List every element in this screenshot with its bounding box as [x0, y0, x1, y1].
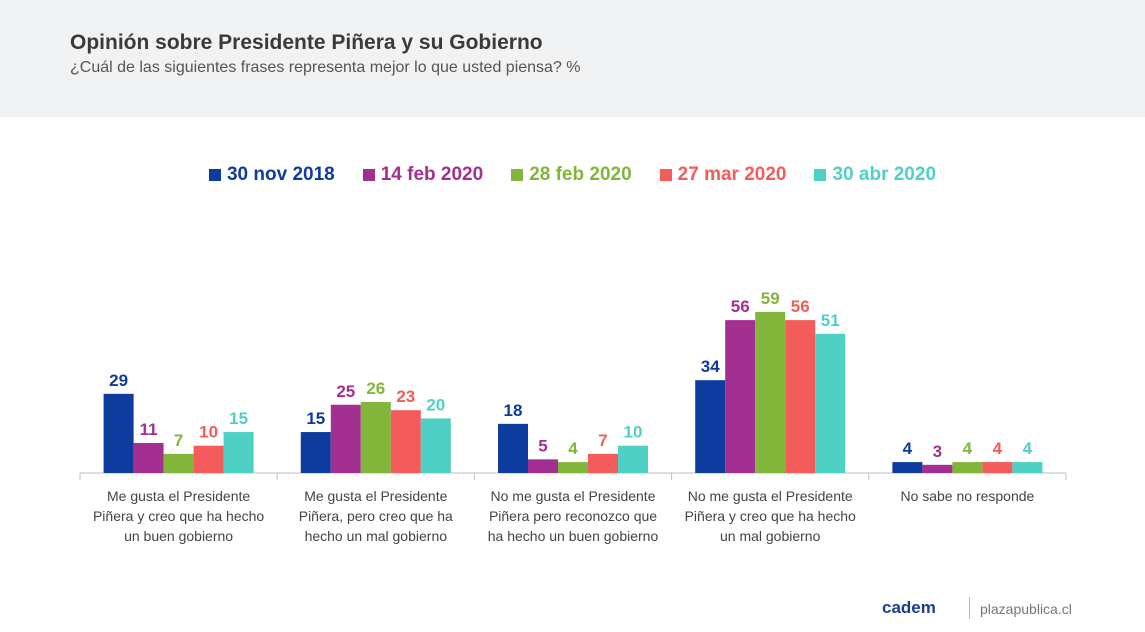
- bar: [558, 462, 588, 473]
- data-label: 15: [306, 409, 325, 428]
- legend-swatch: [511, 169, 524, 181]
- bar: [103, 393, 134, 473]
- footer-site-text: plazapublica.cl: [980, 601, 1072, 617]
- legend-item: 28 feb 2020: [511, 164, 632, 186]
- bar: [982, 462, 1013, 473]
- x-tick-label: Piñera y creo que ha hecho: [685, 508, 856, 524]
- data-label: 10: [624, 423, 643, 442]
- x-tick-label: un mal gobierno: [720, 528, 821, 544]
- bar: [1012, 462, 1043, 473]
- page-title: Opinión sobre Presidente Piñera y su Gob…: [70, 31, 543, 54]
- legend-swatch: [659, 169, 672, 181]
- data-label: 4: [903, 439, 913, 458]
- cadem-logo: cadem: [882, 598, 936, 617]
- data-label: 4: [568, 439, 578, 458]
- legend-label: 14 feb 2020: [380, 164, 484, 185]
- data-label: 10: [199, 423, 218, 442]
- data-label: 4: [963, 439, 973, 458]
- data-label: 7: [598, 431, 607, 450]
- data-label: 26: [366, 379, 385, 398]
- bar: [952, 462, 983, 473]
- x-tick-label: Piñera y creo que ha hecho: [93, 508, 264, 524]
- header-band: Opinión sobre Presidente Piñera y su Gob…: [0, 0, 1145, 117]
- legend-item: 30 abr 2020: [814, 164, 936, 186]
- bar: [193, 445, 224, 473]
- x-tick-label: No me gusta el Presidente: [491, 488, 656, 504]
- data-label: 56: [731, 297, 750, 316]
- bar: [892, 462, 923, 473]
- legend-swatch: [362, 169, 375, 181]
- bar: [755, 311, 786, 473]
- footer-divider: [969, 597, 970, 619]
- x-tick-label: No sabe no responde: [900, 488, 1034, 504]
- bar: [330, 404, 361, 473]
- legend-label: 30 abr 2020: [832, 164, 937, 185]
- legend-label: 28 feb 2020: [529, 164, 632, 185]
- legend-item: 14 feb 2020: [362, 164, 484, 186]
- x-tick-label: Piñera pero reconozco que: [489, 508, 657, 524]
- legend-label: 27 mar 2020: [677, 164, 787, 185]
- bar: [725, 320, 756, 473]
- legend-swatch: [208, 169, 221, 181]
- data-label: 29: [109, 371, 128, 390]
- bar: [785, 320, 816, 473]
- data-label: 7: [174, 431, 183, 450]
- bar: [133, 442, 164, 473]
- legend-item: 27 mar 2020: [659, 164, 787, 186]
- legend-label: 30 nov 2018: [226, 164, 335, 185]
- x-tick-label: Me gusta el Presidente: [107, 488, 250, 504]
- x-tick-label: Me gusta el Presidente: [304, 488, 447, 504]
- bar: [163, 453, 194, 473]
- bar: [695, 380, 726, 473]
- x-tick-label: No me gusta el Presidente: [688, 488, 853, 504]
- bar: [588, 453, 618, 473]
- legend-swatch: [814, 169, 827, 181]
- bar: [223, 432, 254, 473]
- data-label: 23: [396, 387, 415, 406]
- data-label: 51: [821, 311, 840, 330]
- bar: [300, 432, 331, 473]
- data-label: 3: [933, 442, 942, 461]
- data-label: 18: [504, 401, 523, 420]
- bar: [922, 464, 953, 473]
- bar: [528, 459, 558, 473]
- bar: [360, 402, 391, 473]
- bar: [390, 410, 421, 473]
- data-label: 11: [140, 420, 158, 439]
- data-label: 56: [791, 297, 810, 316]
- x-tick-label: ha hecho un buen gobierno: [488, 528, 659, 544]
- bar: [420, 418, 451, 473]
- data-label: 5: [538, 436, 547, 455]
- x-tick-label: Piñera, pero creo que ha: [299, 508, 453, 524]
- chart-legend: 30 nov 2018 14 feb 2020 28 feb 2020 27 mar …: [0, 164, 1145, 186]
- data-label: 4: [1023, 439, 1033, 458]
- data-label: 4: [993, 439, 1003, 458]
- data-label: 25: [336, 382, 355, 401]
- data-label: 34: [701, 357, 720, 376]
- x-tick-label: hecho un mal gobierno: [305, 528, 448, 544]
- bar: [618, 445, 648, 473]
- data-label: 15: [229, 409, 248, 428]
- legend-item: 30 nov 2018: [208, 164, 335, 186]
- page-subtitle: ¿Cuál de las siguientes frases represent…: [70, 59, 581, 76]
- x-tick-label: un buen gobierno: [124, 528, 233, 544]
- bar: [815, 333, 846, 473]
- bar: [498, 423, 528, 473]
- data-label: 59: [761, 289, 780, 308]
- data-label: 20: [426, 395, 445, 414]
